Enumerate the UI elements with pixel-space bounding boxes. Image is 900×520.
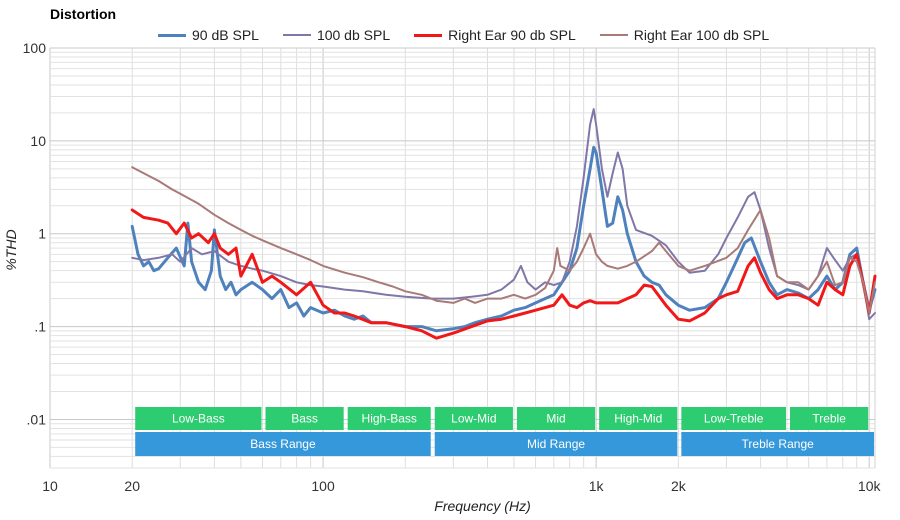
y-axis-title: %THD [3, 229, 19, 270]
band-label: Bass Range [250, 437, 316, 451]
legend-label-right-100db: Right Ear 100 db SPL [633, 27, 770, 43]
series-line-3 [131, 166, 876, 314]
band-label: Mid Range [527, 437, 585, 451]
band-high-mid [599, 407, 678, 430]
legend: 90 dB SPL 100 db SPL Right Ear 90 db SPL… [158, 27, 769, 43]
x-tick-label: 1k [589, 478, 605, 494]
y-tick-label: 100 [23, 40, 47, 56]
band-label: Treble [812, 412, 846, 426]
band-bass-range [135, 432, 431, 456]
legend-swatch-90db [158, 33, 186, 37]
y-tick-label: 10 [30, 133, 46, 149]
legend-item-100db[interactable]: 100 db SPL [282, 27, 391, 43]
band-label: High-Bass [362, 412, 417, 426]
series-line-0 [130, 145, 877, 333]
band-mid-range [434, 432, 678, 456]
legend-swatch-right-90db [414, 33, 443, 37]
legend-label-100db: 100 db SPL [316, 27, 391, 43]
y-tick-label: .01 [27, 411, 47, 427]
band-label: High-Mid [614, 412, 662, 426]
y-tick-label: 1 [38, 226, 46, 242]
x-axis-title: Frequency (Hz) [434, 498, 530, 514]
legend-label-90db: 90 dB SPL [192, 27, 259, 43]
legend-item-right-90db[interactable]: Right Ear 90 db SPL [414, 27, 576, 43]
band-label: Mid [546, 412, 565, 426]
x-tick-label: 100 [311, 478, 335, 494]
band-low-bass [135, 407, 262, 430]
band-low-mid [434, 407, 513, 430]
series-line-2 [130, 208, 877, 340]
chart-title: Distortion [50, 6, 117, 22]
band-mid [516, 407, 596, 430]
band-label: Bass [291, 412, 318, 426]
band-treble [790, 407, 869, 430]
band-treble-range [681, 432, 874, 456]
legend-swatch-right-100db [599, 34, 628, 36]
y-tick-label: .1 [34, 319, 46, 335]
band-high-bass [347, 407, 431, 430]
band-label: Treble Range [742, 437, 815, 451]
x-tick-label: 10k [858, 478, 882, 494]
legend-item-90db[interactable]: 90 dB SPL [158, 27, 259, 43]
band-label: Low-Bass [172, 412, 225, 426]
legend-label-right-90db: Right Ear 90 db SPL [448, 27, 576, 43]
x-tick-label: 10 [42, 478, 58, 494]
legend-swatch-100db [282, 34, 311, 36]
legend-item-right-100db[interactable]: Right Ear 100 db SPL [599, 27, 770, 43]
band-label: Low-Treble [704, 412, 764, 426]
x-tick-label: 2k [671, 478, 687, 494]
band-bass [265, 407, 344, 430]
band-label: Low-Mid [451, 412, 496, 426]
band-low-treble [681, 407, 787, 430]
x-tick-label: 20 [124, 478, 140, 494]
